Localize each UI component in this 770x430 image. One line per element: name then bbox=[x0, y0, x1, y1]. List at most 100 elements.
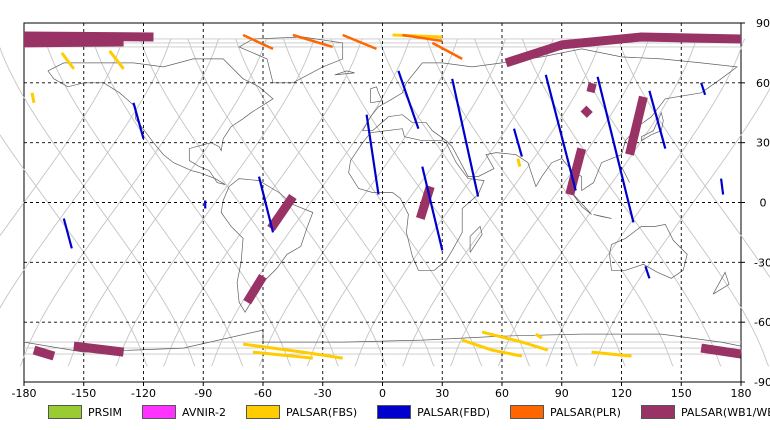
legend-item-palsar-plr: PALSAR(PLR) bbox=[510, 405, 621, 419]
lon-tick-label: 180 bbox=[731, 387, 752, 400]
lat-tick-label: -60 bbox=[754, 316, 770, 329]
lon-tick-label: 30 bbox=[435, 387, 449, 400]
coastline bbox=[571, 192, 592, 215]
lat-tick-label: 0 bbox=[760, 197, 767, 210]
swath-segment bbox=[32, 345, 56, 361]
swath-segment bbox=[544, 74, 577, 191]
orbit-track bbox=[19, 38, 220, 367]
orbit-track bbox=[426, 38, 626, 367]
orbit-track bbox=[354, 38, 555, 367]
swath-segment bbox=[535, 332, 543, 340]
coastline bbox=[621, 166, 630, 183]
swath-segment bbox=[648, 90, 667, 149]
orbit-track bbox=[0, 46, 196, 367]
legend-item-palsar-fbd: PALSAR(FBD) bbox=[377, 405, 490, 419]
swath-segment bbox=[23, 37, 124, 48]
observation-swaths bbox=[23, 31, 742, 361]
swath-segment bbox=[421, 166, 444, 251]
swath-segment bbox=[700, 82, 707, 96]
swath-segment bbox=[365, 114, 380, 195]
legend-label: PRSIM bbox=[88, 405, 122, 419]
lat-tick-label: 30 bbox=[756, 137, 770, 150]
orbit-track bbox=[521, 38, 722, 367]
swath-segment bbox=[252, 350, 313, 360]
legend-item-palsar-wb: PALSAR(WB1/WB2) bbox=[640, 405, 770, 419]
coastline bbox=[238, 36, 344, 84]
legend-swatch bbox=[510, 405, 545, 419]
swath-segment bbox=[132, 102, 145, 139]
swath-segment bbox=[242, 33, 274, 51]
orbit-track bbox=[402, 38, 602, 367]
orbit-track bbox=[210, 38, 411, 367]
legend-label: PALSAR(PLR) bbox=[550, 405, 621, 419]
swath-segment bbox=[516, 158, 522, 167]
swath-segment bbox=[30, 92, 36, 104]
swath-segment bbox=[481, 330, 549, 352]
lon-tick-label: -120 bbox=[131, 387, 156, 400]
lon-tick-label: 90 bbox=[555, 387, 569, 400]
swath-segment bbox=[512, 128, 523, 157]
lon-tick-label: -60 bbox=[254, 387, 272, 400]
coastline bbox=[593, 214, 612, 219]
coastline bbox=[348, 128, 485, 271]
orbit-track bbox=[569, 38, 770, 367]
legend-label: PALSAR(WB1/WB2) bbox=[680, 405, 770, 419]
lon-tick-label: -180 bbox=[12, 387, 37, 400]
legend: PRSIM AVNIR-2 PALSAR(FBS) PALSAR(FBD) PA… bbox=[48, 402, 770, 422]
swath-segment bbox=[431, 41, 463, 61]
lat-tick-label: -30 bbox=[754, 256, 770, 269]
swath-segment bbox=[596, 76, 635, 223]
swath-segment bbox=[580, 105, 593, 118]
swath-segment bbox=[73, 341, 125, 357]
coastline bbox=[641, 111, 664, 142]
lon-tick-label: 0 bbox=[379, 387, 386, 400]
swath-segment bbox=[700, 343, 742, 359]
orbit-track bbox=[43, 38, 244, 367]
swath-segment bbox=[292, 33, 334, 49]
legend-item-prism: PRSIM bbox=[48, 405, 122, 419]
swath-segment bbox=[565, 147, 587, 196]
orbit-track bbox=[497, 38, 698, 367]
legend-swatch bbox=[377, 405, 412, 419]
orbit-track bbox=[593, 87, 770, 367]
swath-segment bbox=[242, 342, 343, 360]
orbit-track bbox=[115, 38, 316, 367]
lat-tick-label: 60 bbox=[756, 77, 770, 90]
swath-segment bbox=[461, 338, 523, 358]
swath-segment bbox=[342, 33, 377, 51]
orbit-track bbox=[617, 38, 770, 279]
lon-tick-label: -30 bbox=[314, 387, 332, 400]
coastline bbox=[609, 224, 688, 279]
swath-segment bbox=[108, 49, 125, 70]
legend-label: PALSAR(FBD) bbox=[417, 405, 491, 419]
orbit-track bbox=[139, 38, 339, 367]
orbit-track bbox=[234, 38, 435, 367]
swath-segment bbox=[586, 82, 597, 94]
swath-segment bbox=[23, 31, 154, 42]
swath-segment bbox=[257, 176, 275, 233]
coastline bbox=[469, 225, 483, 253]
swath-segment bbox=[397, 70, 420, 130]
swath-segment bbox=[504, 32, 742, 68]
swath-segment bbox=[591, 350, 632, 358]
swath-segment bbox=[402, 33, 443, 43]
orbit-track bbox=[306, 38, 507, 367]
lon-tick-label: 60 bbox=[495, 387, 509, 400]
swath-segment bbox=[243, 273, 267, 305]
legend-swatch bbox=[245, 405, 280, 419]
legend-label: PALSAR(FBS) bbox=[285, 405, 358, 419]
swath-segment bbox=[451, 78, 480, 197]
lat-tick-label: -90 bbox=[754, 376, 770, 389]
legend-swatch bbox=[142, 405, 176, 419]
lon-tick-label: -150 bbox=[71, 387, 96, 400]
coastline bbox=[370, 86, 384, 104]
lon-tick-label: 120 bbox=[611, 387, 632, 400]
coastline bbox=[362, 48, 738, 192]
swath-segment bbox=[644, 265, 651, 279]
coastline bbox=[334, 70, 355, 76]
lon-tick-label: 150 bbox=[671, 387, 692, 400]
orbit-track bbox=[163, 38, 363, 367]
orbit-track bbox=[0, 38, 172, 309]
orbit-track bbox=[378, 38, 578, 367]
